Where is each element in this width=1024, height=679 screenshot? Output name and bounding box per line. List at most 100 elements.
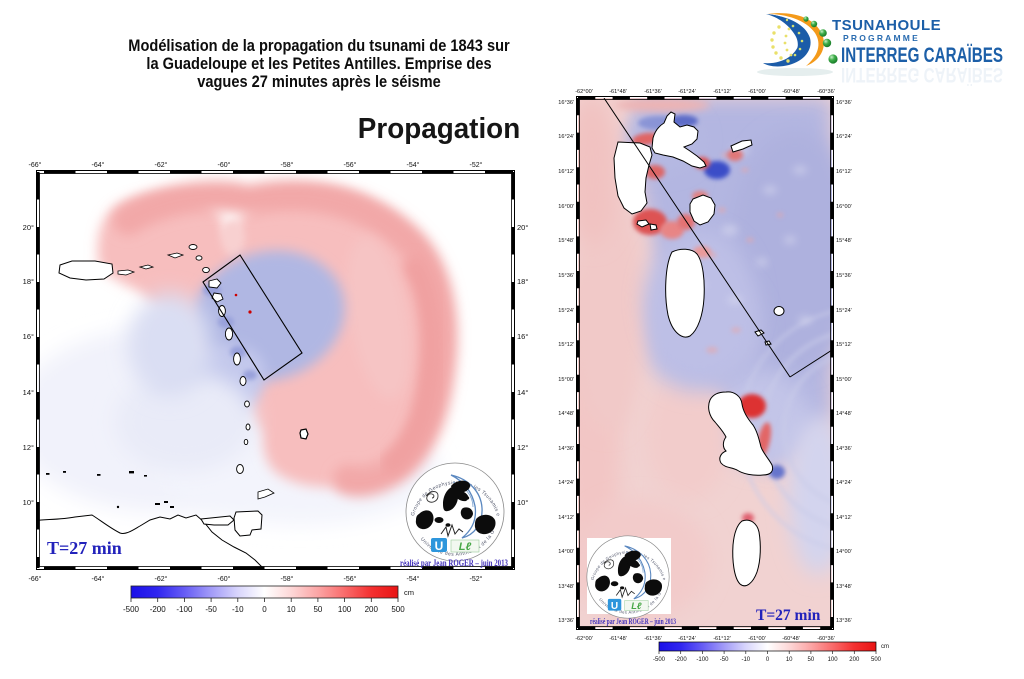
- svg-text:-56°: -56°: [344, 161, 357, 169]
- svg-text:15°48': 15°48': [836, 238, 852, 244]
- svg-text:15°48': 15°48': [558, 238, 574, 244]
- svg-text:-60°: -60°: [218, 161, 231, 169]
- svg-text:18°: 18°: [23, 277, 34, 286]
- svg-text:-61°36': -61°36': [644, 89, 662, 95]
- svg-text:-52°: -52°: [470, 161, 483, 169]
- svg-text:-56°: -56°: [344, 575, 357, 583]
- svg-text:14°00': 14°00': [836, 549, 852, 555]
- svg-text:100: 100: [828, 657, 839, 663]
- svg-text:-52°: -52°: [470, 575, 483, 583]
- svg-text:200: 200: [849, 657, 860, 663]
- svg-text:-60°36': -60°36': [817, 89, 835, 95]
- svg-text:10°: 10°: [517, 498, 528, 507]
- svg-text:14°24': 14°24': [558, 480, 574, 486]
- svg-text:réalisé par Jean ROGER – juin: réalisé par Jean ROGER – juin 2013: [400, 559, 508, 569]
- svg-text:16°36': 16°36': [558, 100, 574, 106]
- svg-text:15°00': 15°00': [836, 377, 852, 383]
- svg-text:INTERREG CARAÏBES: INTERREG CARAÏBES: [841, 63, 1003, 86]
- svg-text:-64°: -64°: [92, 161, 105, 169]
- svg-text:14°48': 14°48': [836, 411, 852, 417]
- svg-text:-10: -10: [741, 657, 750, 663]
- svg-text:15°24': 15°24': [836, 308, 852, 314]
- svg-text:cm: cm: [404, 588, 414, 597]
- svg-text:-61°48': -61°48': [609, 636, 627, 642]
- svg-text:-58°: -58°: [281, 575, 294, 583]
- svg-text:15°36': 15°36': [558, 273, 574, 279]
- svg-text:-54°: -54°: [407, 575, 420, 583]
- svg-text:-58°: -58°: [281, 161, 294, 169]
- svg-text:0: 0: [766, 657, 770, 663]
- svg-text:500: 500: [871, 657, 882, 663]
- svg-text:16°00': 16°00': [836, 204, 852, 210]
- svg-text:14°24': 14°24': [836, 480, 852, 486]
- svg-text:-64°: -64°: [92, 575, 105, 583]
- svg-text:réalisé par Jean ROGER – juin: réalisé par Jean ROGER – juin 2013: [590, 617, 676, 626]
- svg-text:13°36': 13°36': [558, 618, 574, 624]
- svg-text:20°: 20°: [517, 223, 528, 232]
- svg-text:14°48': 14°48': [558, 411, 574, 417]
- svg-text:50: 50: [313, 605, 322, 614]
- svg-text:16°12': 16°12': [558, 169, 574, 175]
- svg-text:-60°36': -60°36': [817, 636, 835, 642]
- svg-text:-66°: -66°: [29, 161, 42, 169]
- svg-text:18°: 18°: [517, 277, 528, 286]
- svg-text:12°: 12°: [23, 443, 34, 452]
- svg-text:-61°00': -61°00': [748, 89, 766, 95]
- svg-text:15°00': 15°00': [558, 377, 574, 383]
- svg-text:14°00': 14°00': [558, 549, 574, 555]
- svg-text:cm: cm: [881, 644, 889, 650]
- svg-text:TSUNAHOULE: TSUNAHOULE: [832, 17, 941, 34]
- svg-text:0: 0: [262, 605, 267, 614]
- svg-text:15°12': 15°12': [558, 342, 574, 348]
- svg-text:-61°12': -61°12': [713, 89, 731, 95]
- svg-text:-60°: -60°: [218, 575, 231, 583]
- svg-text:13°48': 13°48': [558, 584, 574, 590]
- svg-text:-100: -100: [176, 605, 193, 614]
- svg-text:14°: 14°: [517, 388, 528, 397]
- svg-text:50: 50: [808, 657, 815, 663]
- svg-text:14°: 14°: [23, 388, 34, 397]
- svg-text:16°12': 16°12': [836, 169, 852, 175]
- svg-text:-50: -50: [205, 605, 217, 614]
- svg-text:PROGRAMME: PROGRAMME: [843, 33, 920, 43]
- svg-text:-10: -10: [232, 605, 244, 614]
- svg-text:-200: -200: [150, 605, 167, 614]
- svg-text:14°36': 14°36': [558, 446, 574, 452]
- svg-text:-61°00': -61°00': [748, 636, 766, 642]
- svg-text:10: 10: [287, 605, 296, 614]
- svg-text:-61°48': -61°48': [609, 89, 627, 95]
- svg-text:-66°: -66°: [29, 575, 42, 583]
- svg-text:-61°24': -61°24': [678, 89, 696, 95]
- svg-text:14°36': 14°36': [836, 446, 852, 452]
- svg-text:-61°12': -61°12': [713, 636, 731, 642]
- svg-text:-100: -100: [696, 657, 709, 663]
- svg-text:-60°48': -60°48': [782, 636, 800, 642]
- svg-text:100: 100: [338, 605, 352, 614]
- svg-text:T=27 min: T=27 min: [756, 607, 821, 624]
- svg-text:13°48': 13°48': [836, 584, 852, 590]
- svg-text:-62°: -62°: [155, 161, 168, 169]
- svg-text:-62°00': -62°00': [575, 636, 593, 642]
- svg-text:-60°48': -60°48': [782, 89, 800, 95]
- svg-text:10: 10: [786, 657, 793, 663]
- svg-text:-500: -500: [123, 605, 140, 614]
- svg-text:-200: -200: [675, 657, 688, 663]
- svg-text:15°24': 15°24': [558, 308, 574, 314]
- svg-text:500: 500: [391, 605, 405, 614]
- svg-text:-62°: -62°: [155, 575, 168, 583]
- svg-text:-61°36': -61°36': [644, 636, 662, 642]
- svg-text:T=27 min: T=27 min: [47, 538, 122, 558]
- svg-text:14°12': 14°12': [558, 515, 574, 521]
- svg-text:16°: 16°: [517, 332, 528, 341]
- svg-text:-54°: -54°: [407, 161, 420, 169]
- svg-text:15°36': 15°36': [836, 273, 852, 279]
- svg-text:-50: -50: [720, 657, 729, 663]
- svg-text:10°: 10°: [23, 498, 34, 507]
- svg-text:12°: 12°: [517, 443, 528, 452]
- svg-text:20°: 20°: [23, 223, 34, 232]
- svg-text:-62°00': -62°00': [575, 89, 593, 95]
- svg-text:200: 200: [365, 605, 379, 614]
- svg-text:14°12': 14°12': [836, 515, 852, 521]
- svg-text:INTERREG CARAÏBES: INTERREG CARAÏBES: [841, 44, 1003, 67]
- svg-text:-500: -500: [653, 657, 666, 663]
